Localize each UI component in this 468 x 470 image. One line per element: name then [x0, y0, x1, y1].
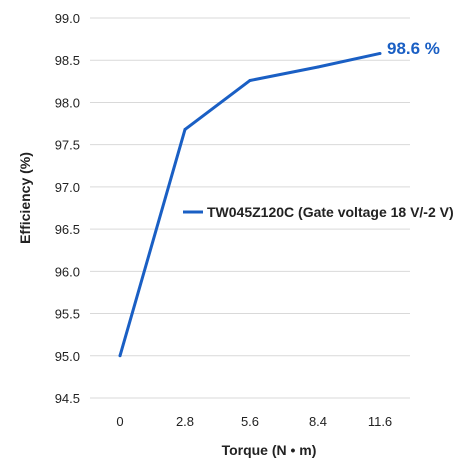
- data-point: [118, 354, 122, 358]
- data-point: [248, 78, 252, 82]
- data-point: [183, 127, 187, 131]
- y-tick-label: 97.0: [55, 180, 80, 195]
- x-tick-label: 11.6: [368, 414, 392, 429]
- y-tick-label: 98.5: [55, 53, 80, 68]
- legend-label: TW045Z120C (Gate voltage 18 V/-2 V): [207, 204, 454, 220]
- y-tick-label: 96.5: [55, 222, 80, 237]
- y-tick-label: 97.5: [55, 138, 80, 153]
- y-tick-label: 95.5: [55, 307, 80, 322]
- x-tick-label: 5.6: [241, 414, 259, 429]
- x-tick-label: 0: [116, 414, 123, 429]
- y-tick-label: 94.5: [55, 391, 80, 406]
- y-tick-label: 98.0: [55, 95, 80, 110]
- y-tick-label: 99.0: [55, 11, 80, 26]
- series-layer: [118, 51, 382, 358]
- annotation-value: 98.6 %: [387, 39, 440, 58]
- y-tick-label: 95.0: [55, 349, 80, 364]
- data-point: [378, 51, 382, 55]
- x-axis-ticks: 0 2.8 5.6 8.4 11.6: [116, 414, 392, 429]
- y-tick-label: 96.0: [55, 264, 80, 279]
- legend: TW045Z120C (Gate voltage 18 V/-2 V): [183, 204, 454, 220]
- data-point: [316, 65, 320, 69]
- y-axis-ticks: 99.0 98.5 98.0 97.5 97.0 96.5 96.0 95.5 95.0 94.5: [55, 11, 80, 406]
- x-tick-label: 8.4: [309, 414, 327, 429]
- x-axis-label: Torque (N • m): [222, 442, 317, 458]
- y-axis-label: Efficiency (%): [17, 152, 33, 244]
- x-tick-label: 2.8: [176, 414, 194, 429]
